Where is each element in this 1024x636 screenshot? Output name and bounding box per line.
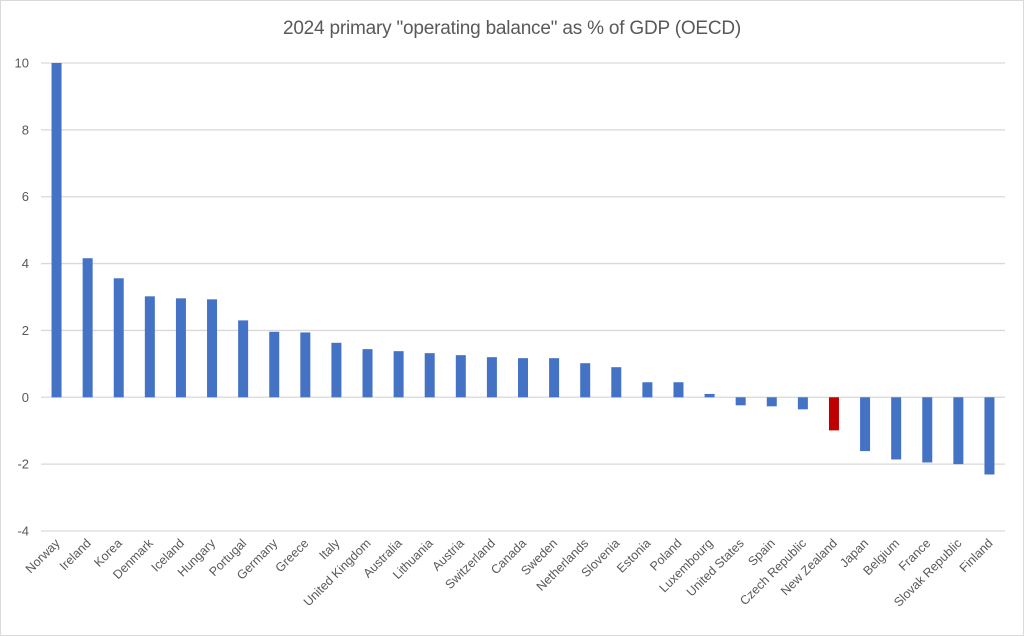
bar-canada bbox=[518, 358, 528, 398]
bar-greece bbox=[300, 332, 311, 398]
bar-austria bbox=[455, 355, 466, 398]
y-tick-label: 2 bbox=[22, 323, 29, 338]
y-tick-label: -2 bbox=[17, 457, 29, 472]
bar-spain bbox=[766, 397, 777, 407]
bar-korea bbox=[113, 278, 124, 398]
bar-finland bbox=[984, 397, 995, 475]
bar-slovak-republic bbox=[953, 397, 964, 465]
bar-united-states bbox=[735, 397, 746, 406]
x-category-label: Greece bbox=[273, 536, 312, 575]
y-tick-label: 0 bbox=[22, 390, 29, 405]
bar-ireland bbox=[82, 258, 93, 398]
chart-title: 2024 primary "operating balance" as % of… bbox=[282, 18, 742, 39]
x-category-label: Italy bbox=[316, 536, 343, 563]
x-category-label: Ireland bbox=[57, 536, 94, 573]
x-axis-category-labels: NorwayIrelandKoreaDenmarkIcelandHungaryP… bbox=[23, 536, 996, 610]
y-tick-label: 4 bbox=[22, 256, 29, 271]
bar-slovenia bbox=[611, 367, 622, 398]
bar-iceland bbox=[175, 298, 186, 398]
bar-estonia bbox=[642, 382, 653, 398]
y-axis-tick-labels: -4 -2 0 2 4 6 8 10 bbox=[15, 56, 29, 539]
bar-portugal bbox=[238, 320, 249, 398]
bar-netherlands bbox=[580, 363, 591, 398]
bar-italy bbox=[331, 342, 342, 398]
bar-czech-republic bbox=[797, 397, 808, 410]
x-category-label: Finland bbox=[957, 536, 996, 575]
bar-switzerland bbox=[486, 357, 497, 398]
gridlines bbox=[41, 62, 1005, 532]
bar-poland bbox=[673, 382, 684, 398]
bars bbox=[51, 63, 995, 475]
bar-denmark bbox=[144, 296, 155, 398]
x-category-label: Norway bbox=[23, 536, 63, 576]
bar-sweden bbox=[549, 358, 560, 398]
bar-australia bbox=[393, 351, 404, 398]
bar-belgium bbox=[891, 397, 902, 460]
bar-lithuania bbox=[424, 353, 435, 398]
bar-norway bbox=[51, 63, 62, 398]
bar-hungary bbox=[207, 299, 218, 398]
y-tick-label: 6 bbox=[22, 189, 29, 204]
x-category-label: Estonia bbox=[614, 536, 653, 575]
bar-luxembourg bbox=[704, 393, 715, 398]
y-tick-label: 10 bbox=[15, 56, 29, 71]
y-tick-label: -4 bbox=[17, 524, 29, 539]
bar-japan bbox=[860, 397, 871, 452]
bar-france bbox=[922, 397, 933, 463]
y-tick-label: 8 bbox=[22, 122, 29, 137]
bar-germany bbox=[269, 331, 280, 398]
bar-united-kingdom bbox=[362, 349, 373, 398]
bar-new-zealand bbox=[828, 397, 839, 431]
